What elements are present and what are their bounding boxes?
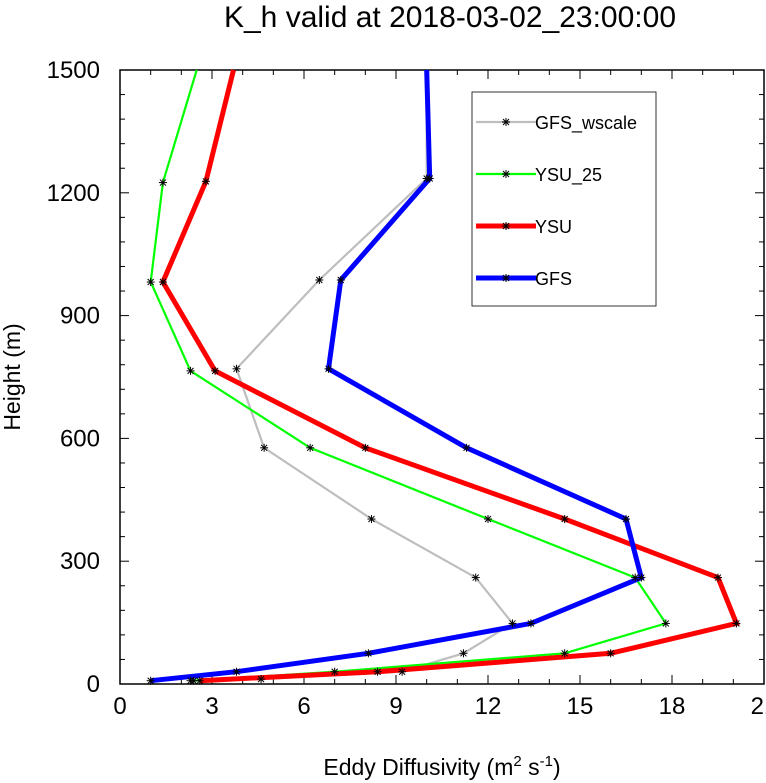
series-point-GFS <box>526 619 535 628</box>
y-tick-label: 1500 <box>47 57 100 84</box>
chart-title: K_h valid at 2018-03-02_23:00:00 <box>224 1 676 34</box>
legend-marker-GFS_wscale <box>502 118 510 126</box>
series-line-GFS_wscale <box>190 70 515 682</box>
y-tick-label: 900 <box>60 303 100 330</box>
series-point-YSU <box>714 573 722 582</box>
legend-label-YSU_25: YSU_25 <box>535 165 602 186</box>
legend-label-GFS: GFS <box>535 269 572 289</box>
legend-marker-YSU_25 <box>502 170 510 178</box>
series-point-YSU <box>732 619 741 628</box>
x-tick-label: 9 <box>389 693 402 720</box>
series-point-GFS_wscale <box>471 573 480 582</box>
x-tick-label: 15 <box>567 693 594 720</box>
series-point-GFS_wscale <box>315 275 324 284</box>
series-point-YSU_25 <box>560 649 569 658</box>
series-point-YSU <box>158 278 167 287</box>
series-point-GFS <box>462 443 471 452</box>
series-point-GFS_wscale <box>232 364 241 373</box>
x-tick-label: 12 <box>475 693 502 720</box>
series-point-GFS <box>637 573 646 582</box>
plot-frame <box>119 69 765 685</box>
legend: GFS_wscale YSU_25 YSU GFS <box>471 91 657 307</box>
y-tick-label: 1200 <box>47 180 100 207</box>
series-point-YSU_25 <box>484 515 492 524</box>
legend-marker-YSU <box>502 222 510 230</box>
y-tick-label: 0 <box>87 671 100 698</box>
series-point-GFS <box>336 275 345 284</box>
series-point-YSU_25 <box>661 619 670 628</box>
series-point-GFS_wscale <box>260 443 269 452</box>
series-point-YSU_25 <box>306 443 315 452</box>
series-point-YSU_25 <box>186 366 195 375</box>
series-point-YSU_25 <box>158 178 167 187</box>
series-point-GFS <box>146 676 155 685</box>
series-point-YSU_25 <box>330 667 339 676</box>
legend-label-GFS_wscale: GFS_wscale <box>535 113 637 134</box>
legend-box <box>471 91 657 307</box>
series-point-YSU <box>373 667 382 676</box>
series-point-YSU <box>606 649 615 658</box>
series-point-GFS_wscale <box>257 675 266 684</box>
series-point-GFS <box>425 174 434 183</box>
series-point-YSU <box>211 366 220 375</box>
series-markers <box>146 174 741 685</box>
series-point-YSU <box>201 177 210 186</box>
tick-labels: 0 3 6 9 12 15 18 21 0 300 600 900 1200 1500 <box>47 57 766 720</box>
x-axis-label: Eddy Diffusivity (m2 s-1) <box>323 753 560 780</box>
series-point-GFS <box>232 667 241 676</box>
series-point-GFS <box>364 649 373 658</box>
x-tick-label: 18 <box>659 693 686 720</box>
series-point-GFS_wscale <box>367 515 376 524</box>
axes-ticks <box>119 69 765 685</box>
x-tick-label: 0 <box>113 693 126 720</box>
legend-marker-GFS <box>502 274 510 282</box>
series-point-GFS <box>622 515 630 524</box>
series-point-YSU <box>195 676 204 685</box>
x-tick-label: 21 <box>751 693 766 720</box>
y-tick-label: 600 <box>60 425 100 452</box>
y-tick-label: 300 <box>60 548 100 575</box>
x-tick-label: 6 <box>297 693 310 720</box>
series-point-GFS_wscale <box>508 619 517 628</box>
series-point-GFS_wscale <box>398 667 407 676</box>
series-point-GFS <box>324 364 333 373</box>
series-point-YSU_25 <box>146 278 155 287</box>
y-axis-label: Height (m) <box>0 323 25 430</box>
series-point-GFS_wscale <box>459 649 468 658</box>
series-point-YSU <box>560 515 569 524</box>
x-tick-label: 3 <box>205 693 218 720</box>
series-point-YSU <box>361 443 370 452</box>
legend-label-YSU: YSU <box>535 217 572 237</box>
